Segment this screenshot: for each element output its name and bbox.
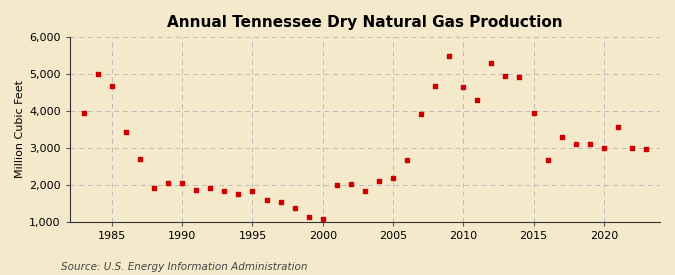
Point — [205, 186, 216, 191]
Point — [92, 72, 103, 76]
Point — [387, 176, 398, 181]
Point — [542, 157, 553, 162]
Y-axis label: Million Cubic Feet: Million Cubic Feet — [15, 80, 25, 178]
Text: Source: U.S. Energy Information Administration: Source: U.S. Energy Information Administ… — [61, 262, 307, 272]
Point — [402, 157, 412, 162]
Point — [486, 61, 497, 65]
Point — [233, 191, 244, 196]
Point — [346, 182, 356, 186]
Point — [416, 111, 427, 116]
Point — [500, 74, 511, 78]
Point — [444, 54, 455, 58]
Point — [247, 188, 258, 193]
Title: Annual Tennessee Dry Natural Gas Production: Annual Tennessee Dry Natural Gas Product… — [167, 15, 563, 30]
Point — [261, 197, 272, 202]
Point — [135, 157, 146, 161]
Point — [303, 215, 314, 219]
Point — [585, 142, 595, 147]
Point — [570, 142, 581, 146]
Point — [317, 216, 328, 221]
Point — [148, 186, 159, 191]
Point — [556, 135, 567, 139]
Point — [458, 85, 468, 89]
Point — [107, 83, 117, 88]
Point — [626, 145, 637, 150]
Point — [612, 125, 623, 129]
Point — [514, 75, 525, 79]
Point — [177, 180, 188, 185]
Point — [641, 147, 651, 151]
Point — [331, 183, 342, 188]
Point — [472, 97, 483, 102]
Point — [219, 189, 230, 193]
Point — [430, 84, 441, 89]
Point — [275, 200, 286, 204]
Point — [528, 110, 539, 115]
Point — [121, 130, 132, 134]
Point — [78, 110, 89, 115]
Point — [373, 179, 384, 183]
Point — [191, 187, 202, 192]
Point — [290, 205, 300, 210]
Point — [599, 146, 610, 150]
Point — [360, 188, 371, 193]
Point — [163, 181, 173, 185]
